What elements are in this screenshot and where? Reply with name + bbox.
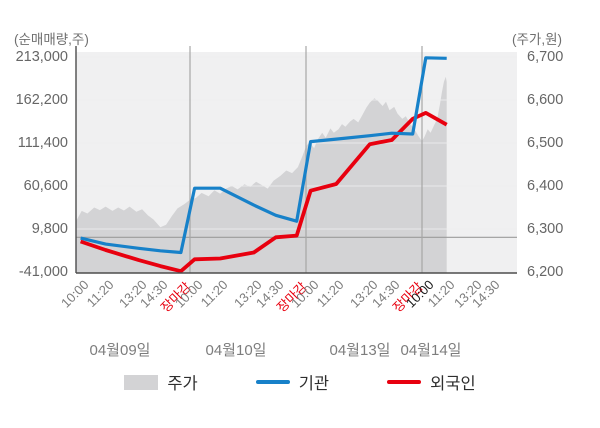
- left-axis-tick-label: 162,200: [15, 92, 68, 108]
- right-axis-tick-label: 6,400: [527, 178, 564, 194]
- legend-label: 외국인: [430, 375, 476, 393]
- day-label: 04월13일: [329, 342, 391, 359]
- legend-item-price[interactable]: 주가: [124, 370, 198, 394]
- day-label: 04월14일: [400, 342, 462, 359]
- right-axis-tick-label: 6,300: [527, 221, 564, 237]
- left-axis-tick-label: 60,600: [23, 178, 68, 194]
- institutions-line-swatch: [255, 380, 290, 384]
- right-axis-tick-label: 6,200: [527, 264, 564, 280]
- left-axis-tick-label: 111,400: [17, 135, 68, 151]
- left-axis-tick-label: 213,000: [15, 49, 68, 65]
- day-label: 04월10일: [205, 342, 267, 359]
- day-label: 04월09일: [89, 342, 151, 359]
- left-axis-tick-label: 9,800: [31, 221, 68, 237]
- price-area-swatch: [124, 374, 159, 390]
- left-axis-tick-label: -41,000: [18, 264, 68, 280]
- foreigners-line-swatch: [387, 380, 422, 384]
- right-axis-tick-label: 6,500: [527, 135, 564, 151]
- right-axis-tick-label: 6,700: [527, 49, 564, 65]
- chart-legend: 주가 기관 외국인: [0, 370, 600, 394]
- right-axis-tick-label: 6,600: [527, 92, 564, 108]
- right-axis-title: (주가,원): [511, 32, 562, 47]
- legend-label: 주가: [167, 375, 198, 393]
- legend-item-institutions[interactable]: 기관: [255, 370, 330, 394]
- legend-label: 기관: [298, 375, 330, 393]
- legend-item-foreigners[interactable]: 외국인: [387, 370, 476, 394]
- left-axis-title: (순매매량,주): [14, 32, 89, 47]
